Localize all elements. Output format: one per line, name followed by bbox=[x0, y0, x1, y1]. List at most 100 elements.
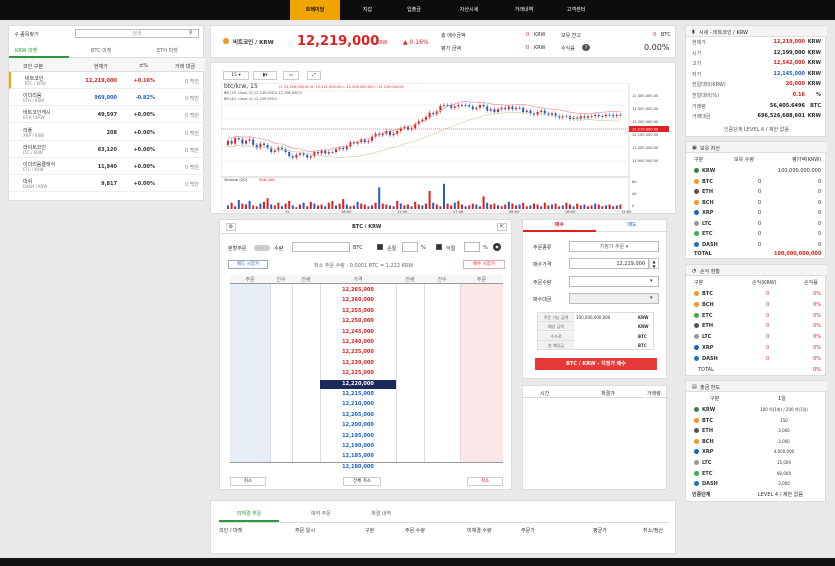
y-tick-label: 12,100,000.00 bbox=[632, 133, 659, 137]
magnifier-icon[interactable]: ⚲ bbox=[189, 30, 193, 36]
orders-col: 평균가 bbox=[593, 528, 607, 534]
profit-checkbox[interactable] bbox=[436, 244, 442, 250]
candle-body bbox=[615, 114, 618, 117]
buy-order-column[interactable] bbox=[460, 284, 503, 462]
volume-bar bbox=[414, 201, 417, 209]
volume-bar bbox=[389, 205, 391, 209]
nav-trading[interactable]: 트레이딩 bbox=[290, 0, 340, 20]
price-level[interactable]: 12,205,000 bbox=[342, 411, 374, 418]
coin-change: +0.00% bbox=[133, 146, 155, 153]
market-row[interactable]: 리플 XRP / KRW 208 +0.00% 0 백만 bbox=[9, 124, 205, 141]
sell-market-button[interactable]: 매도 시장가 bbox=[228, 260, 268, 269]
candle-body bbox=[313, 152, 316, 157]
market-row[interactable]: 이더리움 ETH / KRW 969,000 -0.82% 0 백만 bbox=[9, 89, 205, 107]
candle-body bbox=[443, 105, 445, 106]
hold-unit: BTC bbox=[661, 32, 671, 38]
cancel-all-button[interactable]: 전체 취소 bbox=[343, 477, 381, 486]
chart-type-select[interactable]: ▮▾ bbox=[253, 71, 277, 80]
coin-pair: BTC / KRW bbox=[25, 81, 46, 86]
price-level[interactable]: 12,240,000 bbox=[342, 339, 374, 345]
tab-filled-orders[interactable]: 체결 내역 bbox=[371, 511, 391, 517]
expand-icon[interactable]: ⇱ bbox=[497, 223, 507, 231]
price-level[interactable]: 12,185,000 bbox=[342, 453, 374, 460]
coin-price: 9,817 bbox=[101, 181, 117, 188]
loss-checkbox[interactable] bbox=[377, 244, 383, 250]
asset-row: KRW 100,000,000,000 bbox=[686, 166, 827, 176]
nav-deposit[interactable]: 입출금 bbox=[407, 7, 421, 13]
submit-buy-button[interactable]: BTC / KRW - 지정가 매수 bbox=[535, 358, 657, 370]
search-input[interactable]: 검색 bbox=[75, 29, 199, 38]
price-chart[interactable]: btc/krw, 15 O: 12,200,000.00 H: 12,221,00… bbox=[221, 83, 671, 213]
tab-sell[interactable]: 매도 bbox=[596, 220, 668, 232]
qty-input[interactable] bbox=[292, 242, 350, 252]
price-level[interactable]: 12,250,000 bbox=[342, 318, 374, 325]
tab-buy[interactable]: 매수 bbox=[523, 220, 596, 232]
nav-support[interactable]: 고객센터 bbox=[566, 7, 586, 13]
tab-eth-market[interactable]: ETH 마켓 bbox=[157, 48, 178, 54]
cancel-right-button[interactable]: 취소 bbox=[467, 477, 503, 486]
volume-bar bbox=[291, 205, 294, 209]
volume-bar bbox=[425, 203, 427, 209]
loss-input[interactable] bbox=[402, 242, 418, 252]
buy-market-button[interactable]: 매수 시장가 bbox=[463, 260, 505, 269]
price-level[interactable]: 12,180,000 bbox=[342, 463, 374, 470]
help-icon[interactable]: ? bbox=[582, 44, 590, 51]
tab-open-orders[interactable]: 미체결 주문 bbox=[219, 510, 279, 522]
volume-bar bbox=[281, 206, 283, 209]
market-row[interactable]: 비트코인캐시 BCH / KRW 49,597 +0.00% 0 백만 bbox=[9, 106, 205, 124]
price-level[interactable]: 12,225,000 bbox=[342, 370, 374, 377]
indicator-button[interactable]: ▭ bbox=[283, 71, 299, 80]
market-row[interactable]: 비트코인 BTC / KRW 12,219,000 +0.16% 0 백만 bbox=[9, 72, 205, 89]
price-level[interactable]: 12,255,000 bbox=[342, 307, 374, 314]
price-level[interactable]: 12,265,000 bbox=[342, 287, 374, 293]
settings-icon[interactable]: ⚙ bbox=[226, 223, 236, 231]
tab-reserved-orders[interactable]: 예약 주문 bbox=[311, 511, 331, 517]
price-level[interactable]: 12,190,000 bbox=[342, 443, 374, 449]
chevron-down-icon[interactable]: ▾ bbox=[650, 295, 653, 301]
current-price-row[interactable]: 12,220,000 bbox=[320, 379, 396, 389]
candle-body bbox=[288, 152, 291, 157]
price-stepper[interactable]: ▲ ▼ bbox=[649, 258, 659, 269]
price-level[interactable]: 12,200,000 bbox=[342, 422, 374, 429]
eye-icon[interactable]: ◉ bbox=[493, 243, 501, 251]
chevron-down-icon[interactable]: ▾ bbox=[650, 278, 653, 284]
candle-body bbox=[540, 110, 543, 112]
orderbook-col: 잔량 bbox=[301, 277, 311, 283]
nav-prices[interactable]: 자산시세 bbox=[459, 7, 479, 13]
volume-bar bbox=[612, 206, 615, 209]
price-level[interactable]: 12,215,000 bbox=[342, 391, 374, 397]
xrp-icon bbox=[694, 345, 699, 350]
candle-body bbox=[594, 114, 597, 117]
price-level[interactable]: 12,195,000 bbox=[342, 432, 374, 439]
candle-body bbox=[439, 105, 442, 112]
interval-select[interactable]: 15 ▾ bbox=[223, 71, 249, 80]
nav-history[interactable]: 거래내역 bbox=[514, 7, 534, 13]
asset-row: BTC 0 0 bbox=[686, 177, 827, 187]
auto-order-toggle[interactable] bbox=[254, 245, 270, 251]
price-level[interactable]: 12,210,000 bbox=[342, 401, 374, 408]
candle-body bbox=[320, 150, 323, 154]
market-row[interactable]: 이더리움클래식 ETC / KRW 11,940 +0.00% 0 백만 bbox=[9, 158, 205, 175]
hold-value: 0 bbox=[653, 32, 657, 38]
volume-bar bbox=[475, 204, 478, 209]
order-qty-input[interactable] bbox=[569, 276, 659, 287]
sell-order-column[interactable] bbox=[230, 284, 270, 462]
market-row[interactable]: 대쉬 DASH / KRW 9,817 +0.00% 0 백만 bbox=[9, 175, 205, 193]
ltc-icon bbox=[694, 220, 699, 226]
nav-wallet[interactable]: 지갑 bbox=[362, 7, 373, 13]
tab-indicator bbox=[9, 56, 69, 58]
market-row[interactable]: 라이트코인 LTC / KRW 63,120 +0.00% 0 백만 bbox=[9, 141, 205, 158]
fullscreen-icon[interactable]: ⤢ bbox=[307, 71, 321, 80]
profit-rate: 0% bbox=[813, 323, 821, 330]
price-level[interactable]: 12,235,000 bbox=[342, 349, 374, 356]
cancel-left-button[interactable]: 취소 bbox=[230, 477, 266, 486]
tab-krw-market[interactable]: KRW 마켓 bbox=[15, 48, 38, 54]
order-type-select[interactable]: 지정가 주문 ▾ bbox=[569, 241, 659, 252]
price-input[interactable]: 12,219,000 bbox=[569, 258, 649, 269]
profit-input[interactable] bbox=[464, 242, 480, 252]
price-level[interactable]: 12,245,000 bbox=[342, 328, 374, 335]
price-level[interactable]: 12,260,000 bbox=[342, 297, 374, 304]
price-level[interactable]: 12,230,000 bbox=[342, 359, 374, 366]
tab-btc-market[interactable]: BTC 마켓 bbox=[91, 48, 112, 54]
order-total-input[interactable] bbox=[569, 293, 659, 304]
